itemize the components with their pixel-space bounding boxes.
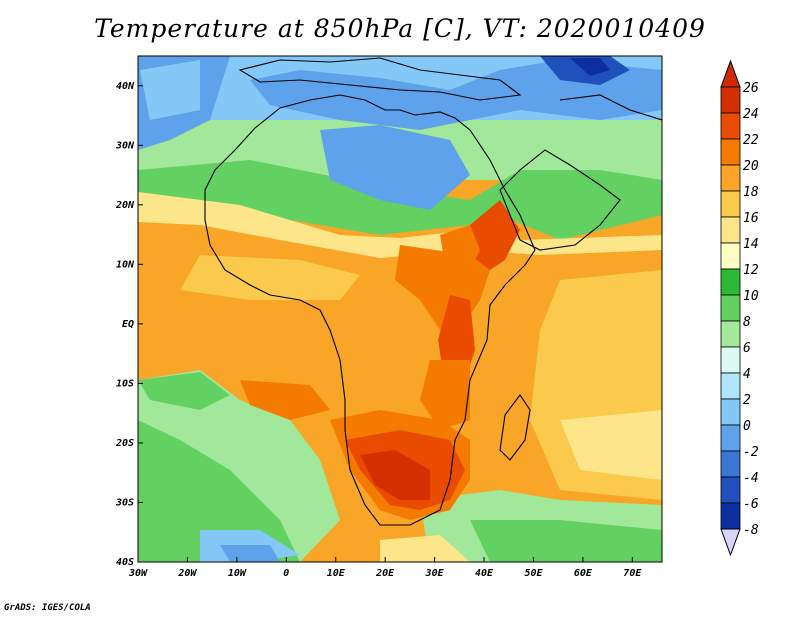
colorbar-swatch: [720, 216, 741, 244]
lat-tick-label: 20S: [115, 438, 134, 449]
colorbar-swatch: [720, 294, 741, 322]
lon-tick-label: 20E: [375, 568, 395, 579]
colorbar-label: 14: [743, 237, 759, 252]
colorbar-swatch: [720, 138, 741, 166]
colorbar-label: 22: [743, 133, 759, 148]
colorbar-swatch: [720, 424, 741, 452]
colorbar-top-arrow: [720, 59, 741, 88]
colorbar-label: 10: [743, 289, 759, 304]
temperature-field: [138, 56, 662, 562]
lat-tick-label: 40N: [116, 81, 135, 92]
colorbar-label: -2: [743, 445, 759, 460]
colorbar-swatch: [720, 320, 741, 348]
coastlines: [204, 57, 662, 526]
colorbar-swatch: [720, 164, 741, 192]
colorbar-swatch: [720, 86, 741, 114]
lon-tick-label: 20W: [177, 568, 197, 579]
lat-tick-label: 30S: [115, 497, 134, 508]
colorbar-label: -4: [743, 471, 759, 486]
colorbar-label: 4: [743, 367, 751, 382]
colorbar-swatch: [720, 398, 741, 426]
colorbar-swatch: [720, 190, 741, 218]
colorbar-swatch: [720, 242, 741, 270]
colorbar-label: 12: [743, 263, 759, 278]
lon-tick-label: 70E: [623, 568, 642, 579]
lat-tick-label: 40S: [116, 557, 134, 568]
lat-tick-label: EQ: [122, 319, 134, 330]
colorbar-label: 6: [743, 341, 751, 356]
map-frame: [137, 55, 663, 563]
colorbar-label: 0: [743, 419, 751, 434]
lon-tick-label: 0: [283, 568, 289, 579]
lon-tick-label: 10W: [228, 568, 247, 579]
lat-tick-label: 30N: [115, 140, 135, 151]
lon-tick-label: 50E: [524, 568, 543, 579]
lon-tick-label: 40E: [475, 568, 494, 579]
lon-tick-label: 60E: [574, 568, 593, 579]
colorbar-label: 16: [743, 211, 759, 226]
colorbar-swatch: [720, 476, 741, 504]
colorbar-swatch: [720, 450, 741, 478]
longitude-ticks: 30W 20W 10W 0 10E 20E 30E 40E 50E 60E 70E: [128, 557, 642, 579]
colorbar-swatch: [720, 112, 741, 140]
colorbar-swatch: [720, 372, 741, 400]
colorbar-label: 24: [743, 107, 759, 122]
colorbar-label: -8: [743, 523, 759, 538]
colorbar-label: 20: [743, 159, 759, 174]
colorbar-bottom-arrow: [720, 528, 741, 557]
grads-credit: GrADS: IGES/COLA: [4, 603, 91, 613]
colorbar-label: 26: [743, 81, 759, 96]
colorbar-label: -6: [743, 497, 759, 512]
colorbar-label: 18: [743, 185, 759, 200]
lon-tick-label: 30W: [128, 568, 148, 579]
colorbar-swatch: [720, 268, 741, 296]
colorbar-swatch: [720, 502, 741, 530]
lon-tick-label: 10E: [327, 568, 346, 579]
lon-tick-label: 30E: [425, 568, 445, 579]
colorbar-swatch: [720, 346, 741, 374]
latitude-ticks: 40S 30S 20S 10S EQ 10N 20N 30N 40N: [115, 81, 143, 568]
colorbar-label: 8: [743, 315, 751, 330]
lat-tick-label: 20N: [115, 200, 135, 211]
lat-tick-label: 10S: [116, 378, 134, 389]
lat-tick-label: 10N: [116, 259, 135, 270]
map-title: Temperature at 850hPa [C], VT: 202001040…: [94, 14, 706, 43]
colorbar-label: 2: [743, 393, 751, 408]
